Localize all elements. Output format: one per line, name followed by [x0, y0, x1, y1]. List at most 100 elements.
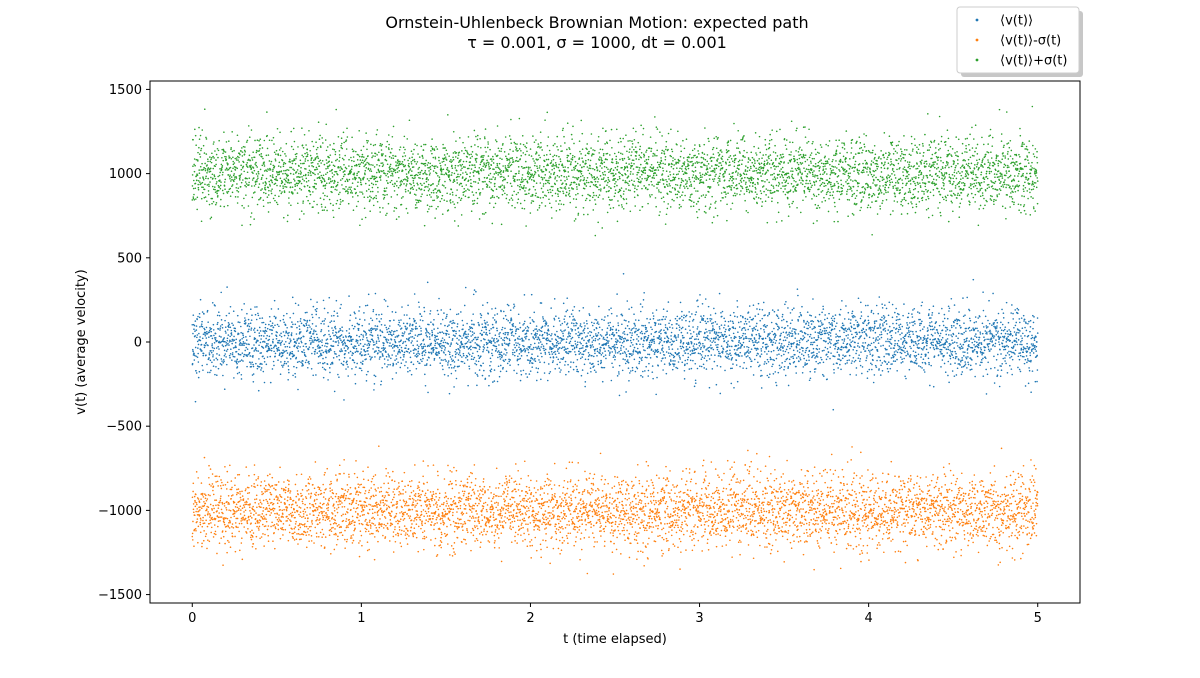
data-point: [359, 339, 362, 341]
data-point: [660, 332, 662, 335]
data-point: [831, 319, 834, 322]
data-point: [577, 370, 580, 373]
data-point: [545, 342, 548, 345]
data-point: [194, 320, 197, 322]
data-point: [678, 326, 681, 328]
data-point: [275, 345, 277, 347]
data-point: [470, 348, 472, 351]
data-point: [1028, 367, 1030, 369]
data-point: [330, 349, 332, 351]
data-point: [295, 366, 298, 369]
data-point: [302, 345, 305, 348]
data-point: [276, 331, 278, 334]
data-point: [649, 339, 652, 342]
data-point: [1016, 312, 1019, 315]
data-point: [1026, 350, 1029, 353]
data-point: [650, 341, 653, 344]
data-point: [783, 336, 786, 338]
data-point: [871, 348, 874, 351]
data-point: [604, 316, 606, 318]
data-point: [386, 365, 388, 368]
data-point: [670, 338, 673, 341]
data-point: [1033, 339, 1036, 342]
data-point: [232, 324, 234, 327]
data-point: [659, 323, 662, 326]
data-point: [724, 369, 726, 372]
data-point: [813, 336, 815, 339]
data-point: [588, 313, 591, 315]
data-point: [299, 320, 302, 322]
data-point: [667, 301, 670, 303]
data-point: [780, 345, 782, 347]
data-point: [496, 313, 499, 315]
data-point: [661, 344, 664, 347]
data-point: [277, 348, 279, 351]
data-point: [455, 313, 458, 316]
data-point: [890, 343, 893, 345]
data-point: [607, 315, 609, 317]
data-point: [452, 334, 455, 336]
data-point: [926, 327, 929, 329]
data-point: [1014, 343, 1016, 346]
data-point: [722, 348, 725, 351]
data-point: [209, 371, 211, 374]
data-point: [1029, 326, 1032, 328]
data-point: [373, 343, 376, 346]
data-point: [557, 358, 560, 361]
data-point: [246, 348, 249, 350]
data-point: [974, 340, 976, 343]
data-point: [967, 363, 970, 366]
data-point: [839, 314, 841, 316]
data-point: [874, 331, 877, 334]
data-point: [271, 329, 274, 331]
data-point: [195, 325, 198, 327]
data-point: [341, 330, 344, 332]
data-point: [608, 324, 610, 327]
data-point: [702, 315, 705, 317]
data-point: [710, 337, 713, 340]
data-point: [953, 304, 956, 306]
data-point: [961, 357, 963, 359]
data-point: [310, 368, 313, 370]
data-point: [990, 348, 992, 350]
data-point: [751, 327, 754, 330]
data-point: [519, 338, 521, 341]
data-point: [591, 344, 594, 346]
data-point: [530, 356, 533, 359]
data-point: [458, 352, 461, 354]
data-point: [1019, 370, 1022, 373]
data-point: [304, 355, 307, 358]
data-point: [693, 343, 696, 345]
data-point: [437, 332, 439, 334]
data-point: [608, 308, 610, 311]
data-point: [793, 341, 795, 344]
data-point: [731, 320, 734, 323]
data-point: [670, 331, 673, 334]
data-point: [243, 303, 245, 305]
data-point: [998, 341, 1000, 343]
data-point: [441, 337, 444, 339]
data-point: [830, 338, 833, 341]
data-point: [795, 365, 797, 368]
data-point: [822, 308, 825, 310]
data-point: [547, 363, 550, 365]
data-point: [350, 335, 353, 338]
data-point: [202, 333, 205, 335]
data-point: [979, 364, 981, 366]
data-point: [218, 348, 220, 350]
data-point: [593, 350, 596, 352]
data-point: [528, 362, 531, 364]
data-point: [298, 325, 301, 327]
data-point: [745, 356, 748, 358]
data-point: [896, 342, 899, 345]
data-point: [1024, 358, 1027, 361]
data-point: [555, 342, 558, 344]
data-point: [500, 356, 503, 359]
data-point: [550, 334, 552, 337]
data-point: [216, 374, 218, 377]
data-point: [369, 358, 372, 361]
data-point: [630, 353, 632, 355]
data-point: [429, 364, 432, 367]
data-point: [787, 384, 790, 387]
data-point: [223, 354, 226, 357]
